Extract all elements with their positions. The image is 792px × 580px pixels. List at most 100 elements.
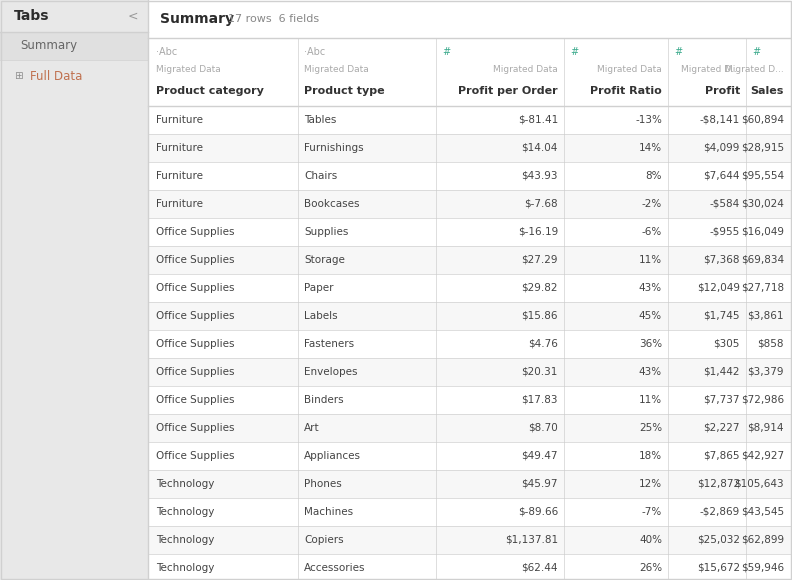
Text: $59,946: $59,946: [741, 563, 784, 573]
Text: 25%: 25%: [639, 423, 662, 433]
Bar: [148, 190, 792, 218]
Text: Supplies: Supplies: [304, 227, 348, 237]
Text: 11%: 11%: [639, 255, 662, 265]
Text: $-81.41: $-81.41: [518, 115, 558, 125]
Text: Profit: Profit: [705, 86, 740, 96]
Text: Summary: Summary: [160, 12, 234, 26]
Text: Binders: Binders: [304, 395, 344, 405]
Text: $7,368: $7,368: [703, 255, 740, 265]
Text: $27.29: $27.29: [521, 255, 558, 265]
Text: $3,861: $3,861: [748, 311, 784, 321]
Text: $858: $858: [757, 339, 784, 349]
Text: $1,137.81: $1,137.81: [505, 535, 558, 545]
Text: $14.04: $14.04: [522, 143, 558, 153]
Bar: [148, 0, 792, 38]
Text: $1,442: $1,442: [703, 367, 740, 377]
Text: Machines: Machines: [304, 507, 353, 517]
Text: $62.44: $62.44: [521, 563, 558, 573]
Text: Furniture: Furniture: [156, 171, 203, 181]
Bar: [0, 0, 148, 32]
Text: $30,024: $30,024: [741, 199, 784, 209]
Text: $-89.66: $-89.66: [518, 507, 558, 517]
Text: Technology: Technology: [156, 535, 215, 545]
Text: Accessories: Accessories: [304, 563, 365, 573]
Text: $2,227: $2,227: [703, 423, 740, 433]
Text: $105,643: $105,643: [734, 479, 784, 489]
Text: $3,379: $3,379: [748, 367, 784, 377]
Bar: [148, 554, 792, 580]
Text: 8%: 8%: [645, 171, 662, 181]
Text: $12,049: $12,049: [697, 283, 740, 293]
Text: $27,718: $27,718: [741, 283, 784, 293]
Text: -$8,141: -$8,141: [700, 115, 740, 125]
Text: $45.97: $45.97: [521, 479, 558, 489]
Bar: [148, 162, 792, 190]
Text: Labels: Labels: [304, 311, 337, 321]
Text: 36%: 36%: [639, 339, 662, 349]
Text: Tabs: Tabs: [14, 9, 49, 23]
Bar: [148, 526, 792, 554]
Text: #: #: [442, 47, 450, 57]
Text: Technology: Technology: [156, 479, 215, 489]
Text: Office Supplies: Office Supplies: [156, 423, 234, 433]
Text: Paper: Paper: [304, 283, 333, 293]
Text: Furniture: Furniture: [156, 143, 203, 153]
Text: ·Abc: ·Abc: [304, 47, 326, 57]
Text: $28,915: $28,915: [741, 143, 784, 153]
Bar: [148, 330, 792, 358]
Bar: [148, 106, 792, 134]
Text: 40%: 40%: [639, 535, 662, 545]
Text: Chairs: Chairs: [304, 171, 337, 181]
Text: $49.47: $49.47: [521, 451, 558, 461]
Text: ⊞: ⊞: [14, 71, 23, 81]
Text: #: #: [674, 47, 682, 57]
Text: -$584: -$584: [710, 199, 740, 209]
Text: $15.86: $15.86: [521, 311, 558, 321]
Text: <: <: [128, 9, 138, 23]
Bar: [0, 32, 148, 60]
Bar: [148, 414, 792, 442]
Text: $43.93: $43.93: [521, 171, 558, 181]
Text: Profit per Order: Profit per Order: [459, 86, 558, 96]
Bar: [148, 358, 792, 386]
Text: 43%: 43%: [639, 367, 662, 377]
Text: 17 rows  6 fields: 17 rows 6 fields: [228, 14, 319, 24]
Text: Product type: Product type: [304, 86, 385, 96]
Text: $1,745: $1,745: [703, 311, 740, 321]
Text: Migrated Data: Migrated Data: [304, 66, 369, 74]
Text: Migrated Data: Migrated Data: [493, 66, 558, 74]
Text: Copiers: Copiers: [304, 535, 344, 545]
Text: Migrated D...: Migrated D...: [725, 66, 784, 74]
Text: $17.83: $17.83: [521, 395, 558, 405]
Text: $72,986: $72,986: [741, 395, 784, 405]
Text: Tables: Tables: [304, 115, 337, 125]
Text: Appliances: Appliances: [304, 451, 361, 461]
Text: Office Supplies: Office Supplies: [156, 255, 234, 265]
Text: Bookcases: Bookcases: [304, 199, 360, 209]
Text: $7,644: $7,644: [703, 171, 740, 181]
Bar: [148, 134, 792, 162]
Text: -13%: -13%: [635, 115, 662, 125]
Text: $8,914: $8,914: [748, 423, 784, 433]
Text: 12%: 12%: [639, 479, 662, 489]
Bar: [148, 274, 792, 302]
Bar: [148, 386, 792, 414]
Text: $7,737: $7,737: [703, 395, 740, 405]
Text: $4.76: $4.76: [528, 339, 558, 349]
Bar: [148, 246, 792, 274]
Text: #: #: [570, 47, 578, 57]
Text: Office Supplies: Office Supplies: [156, 367, 234, 377]
Text: Migrated Data: Migrated Data: [597, 66, 662, 74]
Text: $-16.19: $-16.19: [518, 227, 558, 237]
Text: Office Supplies: Office Supplies: [156, 227, 234, 237]
Bar: [148, 442, 792, 470]
Text: $8.70: $8.70: [528, 423, 558, 433]
Text: Product category: Product category: [156, 86, 264, 96]
Text: Office Supplies: Office Supplies: [156, 283, 234, 293]
Text: $69,834: $69,834: [741, 255, 784, 265]
Text: Storage: Storage: [304, 255, 345, 265]
Text: Full Data: Full Data: [30, 70, 82, 82]
Text: Art: Art: [304, 423, 320, 433]
Text: Furniture: Furniture: [156, 199, 203, 209]
Text: $25,032: $25,032: [697, 535, 740, 545]
